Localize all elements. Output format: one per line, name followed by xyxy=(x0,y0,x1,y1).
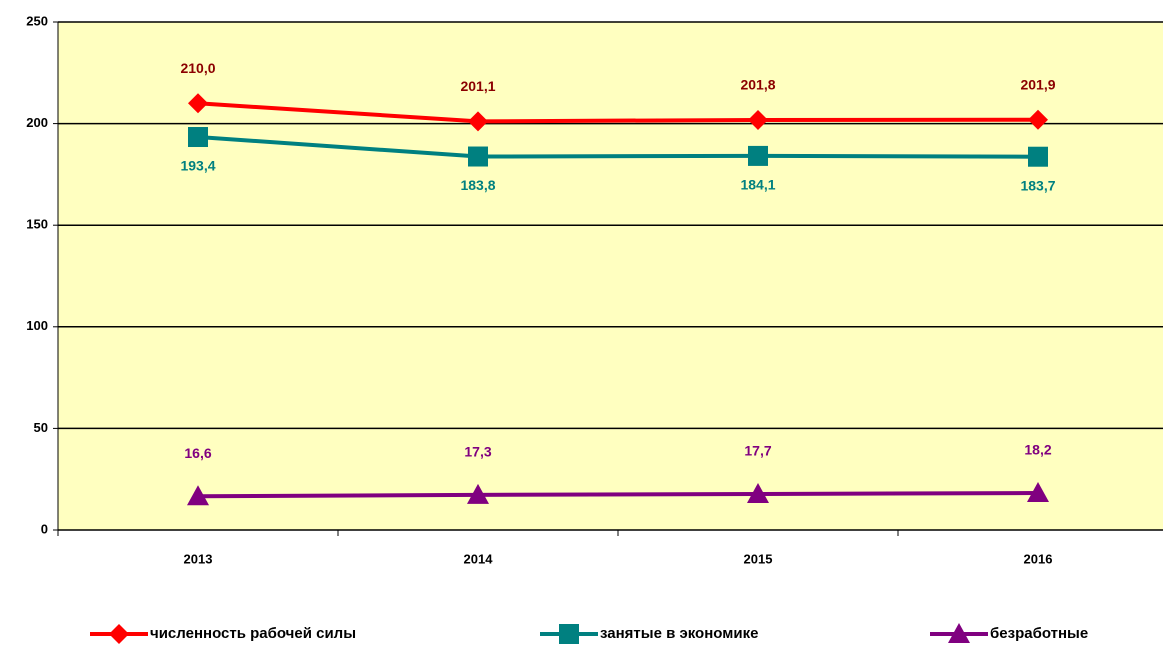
y-tick-label: 200 xyxy=(26,115,48,130)
y-tick-label: 150 xyxy=(26,217,48,232)
value-label: 201,8 xyxy=(740,77,775,93)
legend-item: занятые в экономике xyxy=(540,624,758,644)
value-label: 210,0 xyxy=(180,60,215,76)
x-tick-label: 2013 xyxy=(184,551,213,566)
value-label: 17,3 xyxy=(464,444,491,460)
x-tick-label: 2015 xyxy=(744,551,773,566)
data-point xyxy=(1028,109,1048,130)
data-point xyxy=(748,145,768,166)
value-label: 16,6 xyxy=(184,445,211,461)
value-label: 183,8 xyxy=(460,177,495,193)
value-label: 184,1 xyxy=(740,177,775,193)
data-point xyxy=(468,111,488,132)
value-label: 201,1 xyxy=(460,78,495,94)
data-point xyxy=(188,127,208,148)
y-tick-label: 0 xyxy=(41,521,48,536)
legend-item: безработные xyxy=(930,623,1088,643)
x-tick-label: 2016 xyxy=(1024,551,1053,566)
y-tick-label: 250 xyxy=(26,13,48,28)
x-tick-label: 2014 xyxy=(464,551,494,566)
data-point xyxy=(187,485,209,506)
legend-marker xyxy=(948,623,970,643)
legend-marker xyxy=(109,624,129,644)
series-line xyxy=(197,135,1039,159)
data-point xyxy=(747,483,769,504)
value-label: 18,2 xyxy=(1024,442,1051,458)
data-point xyxy=(188,93,208,114)
legend-label: занятые в экономике xyxy=(600,625,758,642)
legend-label: безработные xyxy=(990,625,1088,642)
data-point xyxy=(1028,146,1048,167)
series-line xyxy=(197,491,1039,499)
data-point xyxy=(1027,482,1049,503)
legend-item: численность рабочей силы xyxy=(90,624,356,644)
data-point xyxy=(467,483,489,504)
value-label: 201,9 xyxy=(1020,76,1055,92)
value-label: 183,7 xyxy=(1020,177,1055,193)
legend-label: численность рабочей силы xyxy=(150,625,356,642)
plot-area xyxy=(58,22,1163,530)
y-tick-label: 50 xyxy=(34,420,48,435)
data-point xyxy=(748,109,768,130)
y-tick-label: 100 xyxy=(26,318,48,333)
value-label: 17,7 xyxy=(744,443,771,459)
series-line xyxy=(197,101,1039,124)
data-point xyxy=(468,146,488,167)
value-label: 193,4 xyxy=(180,158,215,174)
legend-marker xyxy=(559,624,579,644)
